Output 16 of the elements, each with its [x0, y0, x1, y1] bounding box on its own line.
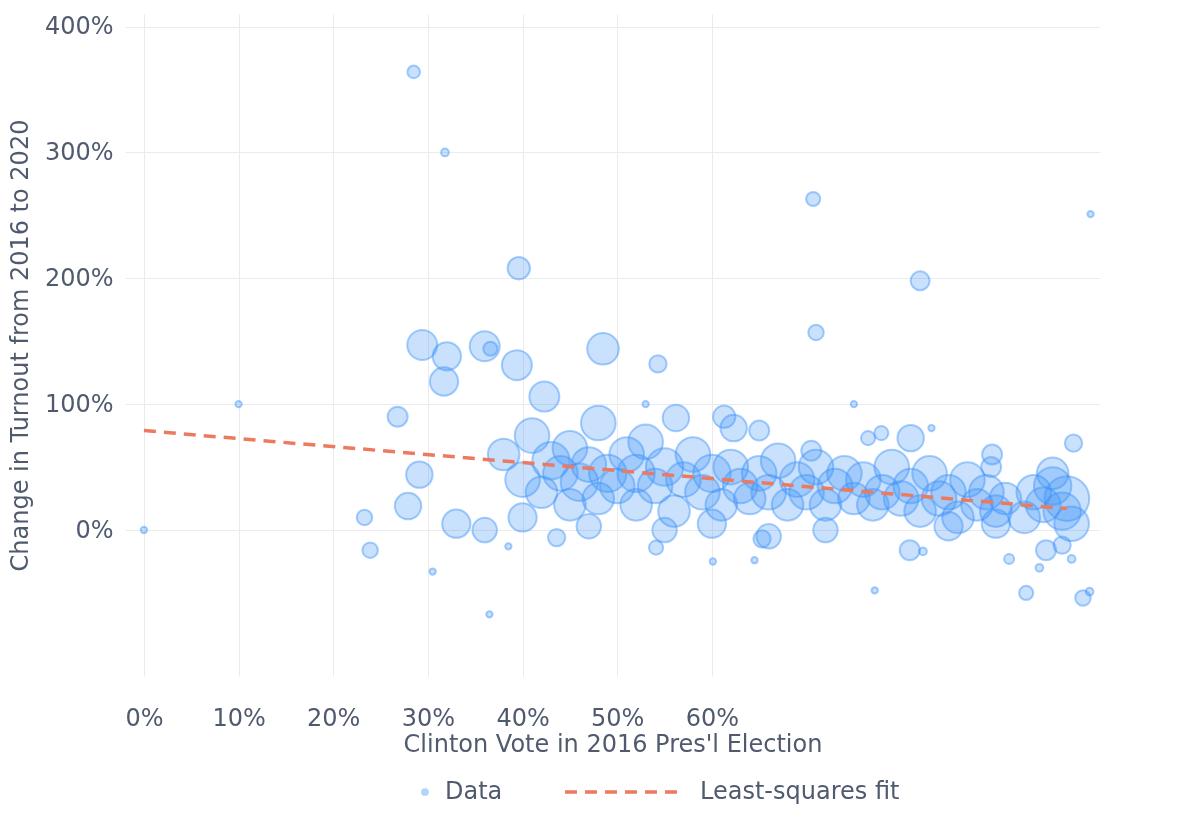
- x-tick-label: 60%: [685, 703, 740, 732]
- y-tick-label: 300%: [44, 137, 114, 166]
- x-tick-label: 30%: [401, 703, 456, 732]
- x-axis-title: Clinton Vote in 2016 Pres'l Election: [403, 729, 823, 758]
- y-tick-label: 0%: [75, 515, 114, 544]
- x-tick-label: 20%: [307, 703, 361, 732]
- y-tick-label: 100%: [44, 389, 114, 418]
- y-tick-label: 400%: [44, 12, 114, 41]
- x-tick-label: 0%: [125, 703, 164, 732]
- x-tick-label: 40%: [496, 703, 550, 732]
- y-axis-title: Change in Turnout from 2016 to 2020: [5, 119, 34, 572]
- legend-label: Data: [445, 777, 503, 805]
- x-tick-label: 10%: [212, 703, 266, 732]
- x-tick-label: 50%: [591, 703, 645, 732]
- legend-label: Least-squares fit: [700, 777, 900, 805]
- y-tick-label: 200%: [44, 263, 114, 292]
